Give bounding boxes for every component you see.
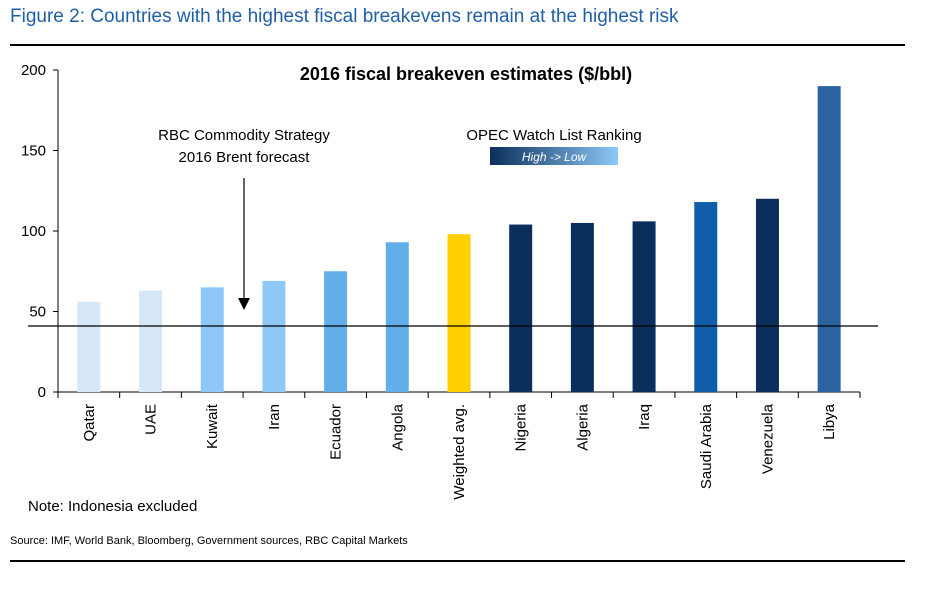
bar-saudi-arabia <box>694 202 718 392</box>
annotation-arrow-head <box>238 298 250 310</box>
bar-uae <box>139 290 163 392</box>
x-category-label: Iraq <box>636 404 653 430</box>
y-tick-label: 200 <box>21 62 46 79</box>
bar-angola <box>385 242 409 392</box>
x-category-label: Ecuador <box>328 404 345 460</box>
x-category-label: Angola <box>389 403 406 450</box>
y-tick-label: 50 <box>29 304 46 321</box>
bar-nigeria <box>509 224 533 392</box>
x-category-label: Venezuela <box>759 403 776 474</box>
x-category-label: Saudi Arabia <box>698 403 715 489</box>
legend-title: OPEC Watch List Ranking <box>466 127 641 144</box>
bar-iraq <box>632 221 656 392</box>
figure-title: Figure 2: Countries with the highest fis… <box>10 6 679 27</box>
source-text: Source: IMF, World Bank, Bloomberg, Gove… <box>10 535 408 547</box>
bar-libya <box>817 86 841 392</box>
x-category-label: Weighted avg. <box>451 404 468 500</box>
bar-algeria <box>570 222 594 392</box>
x-category-label: Iran <box>266 404 283 430</box>
bottom-rule <box>10 560 905 562</box>
y-tick-label: 100 <box>21 223 46 240</box>
x-category-label: Qatar <box>81 404 98 442</box>
x-category-label: Kuwait <box>204 403 221 449</box>
x-category-label: UAE <box>143 404 160 435</box>
bar-kuwait <box>200 287 224 392</box>
reference-line-label-1: RBC Commodity Strategy <box>158 127 330 144</box>
top-rule <box>10 44 905 46</box>
legend-gradient-swatch <box>490 147 618 165</box>
bar-iran <box>262 280 286 392</box>
bar-venezuela <box>755 198 779 392</box>
x-category-label: Libya <box>821 403 838 440</box>
reference-line-label-2: 2016 Brent forecast <box>179 149 311 166</box>
y-tick-label: 0 <box>38 384 46 401</box>
y-tick-label: 150 <box>21 143 46 160</box>
x-category-label: Nigeria <box>513 403 530 451</box>
bar-weighted-avg <box>447 234 471 392</box>
x-category-label: Algeria <box>574 403 591 450</box>
legend-gradient-label: High -> Low <box>522 150 588 164</box>
note: Note: Indonesia excluded <box>28 498 198 515</box>
bar-ecuador <box>324 271 348 392</box>
chart-title: 2016 fiscal breakeven estimates ($/bbl) <box>300 64 632 84</box>
bar-qatar <box>77 301 101 392</box>
